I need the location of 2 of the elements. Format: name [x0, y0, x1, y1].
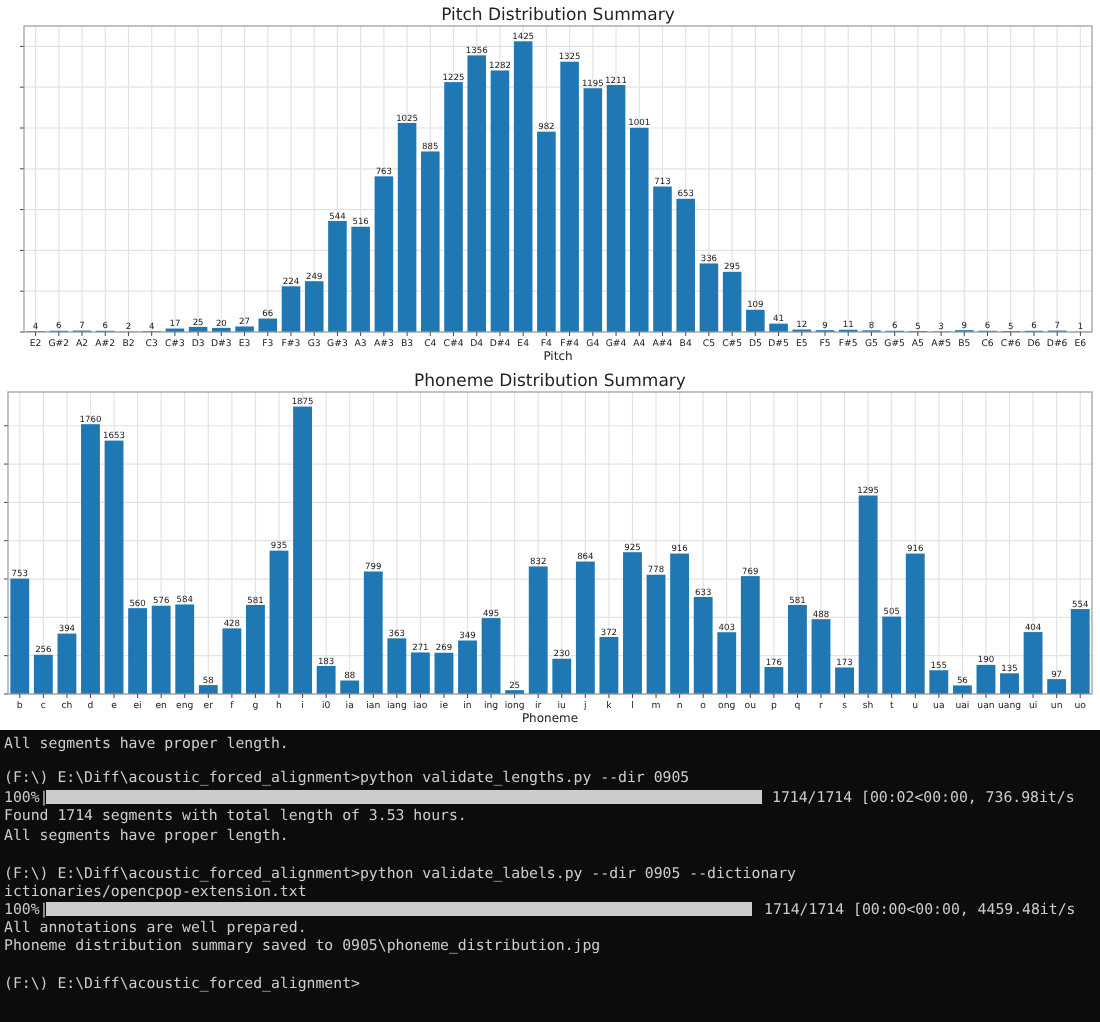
chart-title: Phoneme Distribution Summary: [414, 372, 686, 392]
chart-title: Pitch Distribution Summary: [441, 6, 675, 26]
